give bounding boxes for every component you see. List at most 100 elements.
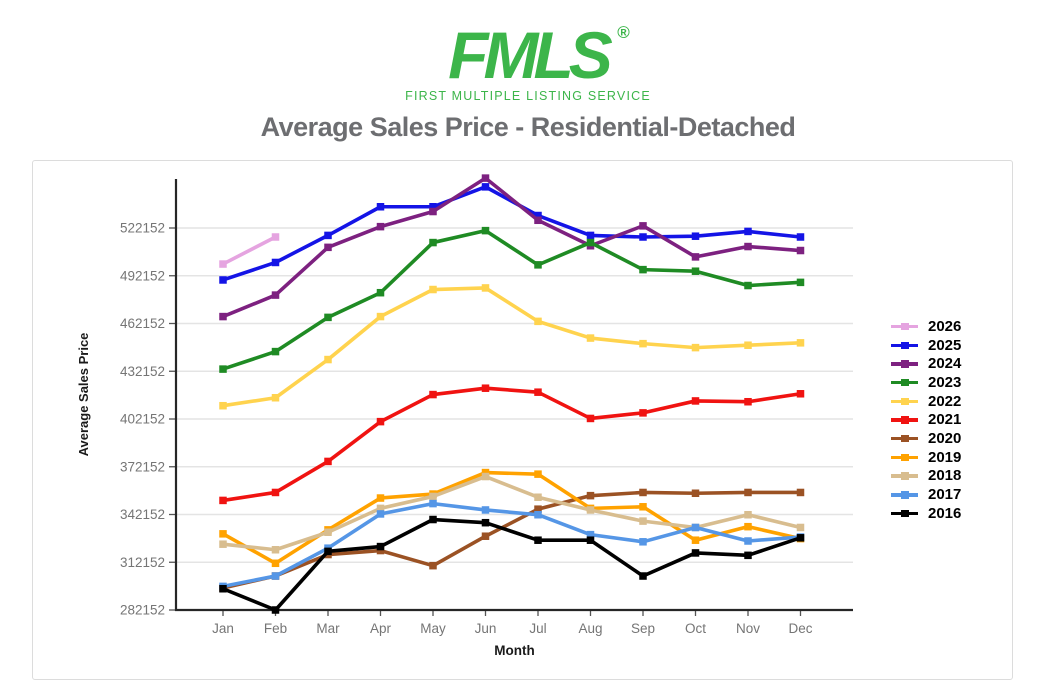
series-marker-2016 <box>586 536 595 544</box>
legend-item-2023: 2023 <box>891 373 961 392</box>
series-marker-2025 <box>219 276 227 284</box>
series-marker-2024 <box>481 174 490 182</box>
series-marker-2022 <box>481 284 490 292</box>
x-tick-label: Sep <box>631 621 655 636</box>
series-marker-2018 <box>481 472 490 481</box>
legend-swatch <box>891 359 918 368</box>
series-marker-2022 <box>691 343 700 352</box>
series-marker-2017 <box>586 530 595 539</box>
series-marker-2016 <box>534 536 542 544</box>
series-marker-2017 <box>376 510 385 518</box>
series-marker-2019 <box>534 470 542 478</box>
series-marker-2017 <box>691 523 700 532</box>
y-tick-label: 522152 <box>120 221 165 236</box>
series-marker-2022 <box>376 312 385 321</box>
legend-label: 2026 <box>928 317 962 335</box>
series-marker-2017 <box>639 538 647 546</box>
registered-trademark-icon: ® <box>617 23 630 42</box>
sales-price-chart: 282152 312152 342152 372152 402152 432152 4621… <box>76 174 853 658</box>
legend-item-2018: 2018 <box>891 467 961 486</box>
series-line-2023 <box>221 228 803 371</box>
series-marker-2019 <box>219 530 227 538</box>
series-marker-2016 <box>271 606 280 614</box>
x-tick-label: Nov <box>736 621 760 636</box>
y-tick-label: 282152 <box>120 603 165 618</box>
series-marker-2018 <box>744 510 752 519</box>
series-marker-2016 <box>429 515 437 524</box>
series-marker-2018 <box>429 492 437 501</box>
series-marker-2025 <box>481 183 490 191</box>
series-marker-2020 <box>534 505 542 513</box>
series-marker-2021 <box>429 390 437 399</box>
series-marker-2018 <box>271 546 280 554</box>
series-marker-2018 <box>324 528 332 537</box>
series-marker-2024 <box>219 312 227 321</box>
legend-swatch <box>891 415 918 424</box>
series-marker-2021 <box>691 397 700 405</box>
series-marker-2025 <box>534 211 542 220</box>
series-marker-2026 <box>271 233 280 241</box>
series-marker-2024 <box>324 243 332 252</box>
series-marker-2025 <box>744 227 752 236</box>
chart-panel: 282152 312152 342152 372152 402152 432152 4621… <box>32 160 1013 680</box>
series-marker-2023 <box>744 281 752 290</box>
legend-swatch <box>891 378 918 387</box>
legend-label: 2023 <box>928 373 962 391</box>
series-marker-2022 <box>796 339 805 347</box>
y-tick-label: 432152 <box>120 364 165 379</box>
series-marker-2020 <box>429 561 437 570</box>
fmls-logo-text: FMLS ® <box>448 18 630 92</box>
legend-swatch <box>891 322 918 331</box>
series-marker-2023 <box>691 267 700 275</box>
series-marker-2016 <box>219 585 227 593</box>
series-marker-2025 <box>691 232 700 240</box>
series-marker-2022 <box>534 317 542 326</box>
series-marker-2017 <box>481 506 490 514</box>
series-marker-2018 <box>586 506 595 514</box>
x-tick-label: May <box>420 621 446 636</box>
series-marker-2024 <box>429 207 437 216</box>
legend-label: 2018 <box>928 467 962 485</box>
series-marker-2021 <box>796 390 805 398</box>
series-marker-2025 <box>376 203 385 211</box>
series-marker-2025 <box>639 233 647 241</box>
fmls-logo-tagline: FIRST MULTIPLE LISTING SERVICE <box>405 89 651 103</box>
series-marker-2022 <box>429 285 437 294</box>
series-marker-2022 <box>324 355 332 364</box>
series-line-2020 <box>221 490 803 590</box>
legend-item-2021: 2021 <box>891 410 961 429</box>
series-marker-2019 <box>271 559 280 568</box>
series-marker-2022 <box>271 394 280 402</box>
x-tick-label: Oct <box>685 621 706 636</box>
legend-label: 2017 <box>928 486 962 504</box>
chart-legend: 2026 2025 2024 2023 2022 2021 2020 2019 2018 2017… <box>891 317 961 523</box>
legend-swatch <box>891 509 918 518</box>
series-marker-2021 <box>534 388 542 396</box>
series-marker-2018 <box>219 540 227 548</box>
series-marker-2025 <box>324 231 332 240</box>
series-marker-2020 <box>744 488 752 497</box>
legend-swatch <box>891 490 918 499</box>
series-marker-2024 <box>534 216 542 225</box>
series-marker-2021 <box>219 496 227 505</box>
series-marker-2023 <box>639 265 647 274</box>
series-marker-2016 <box>744 551 752 560</box>
series-marker-2023 <box>271 347 280 356</box>
series-marker-2020 <box>691 489 700 498</box>
series-marker-2019 <box>481 468 490 477</box>
y-axis-title: Average Sales Price <box>76 333 91 457</box>
series-marker-2016 <box>796 534 805 542</box>
series-marker-2020 <box>481 532 490 540</box>
series-marker-2021 <box>376 417 385 426</box>
series-marker-2018 <box>376 504 385 513</box>
series-marker-2020 <box>796 488 805 497</box>
series-marker-2021 <box>586 414 595 423</box>
series-marker-2018 <box>796 523 805 532</box>
legend-item-2026: 2026 <box>891 317 961 336</box>
series-marker-2023 <box>324 313 332 322</box>
series-marker-2023 <box>481 226 490 235</box>
legend-swatch <box>891 471 918 480</box>
series-marker-2022 <box>744 341 752 349</box>
series-line-2018 <box>221 474 803 552</box>
series-marker-2024 <box>744 242 752 251</box>
